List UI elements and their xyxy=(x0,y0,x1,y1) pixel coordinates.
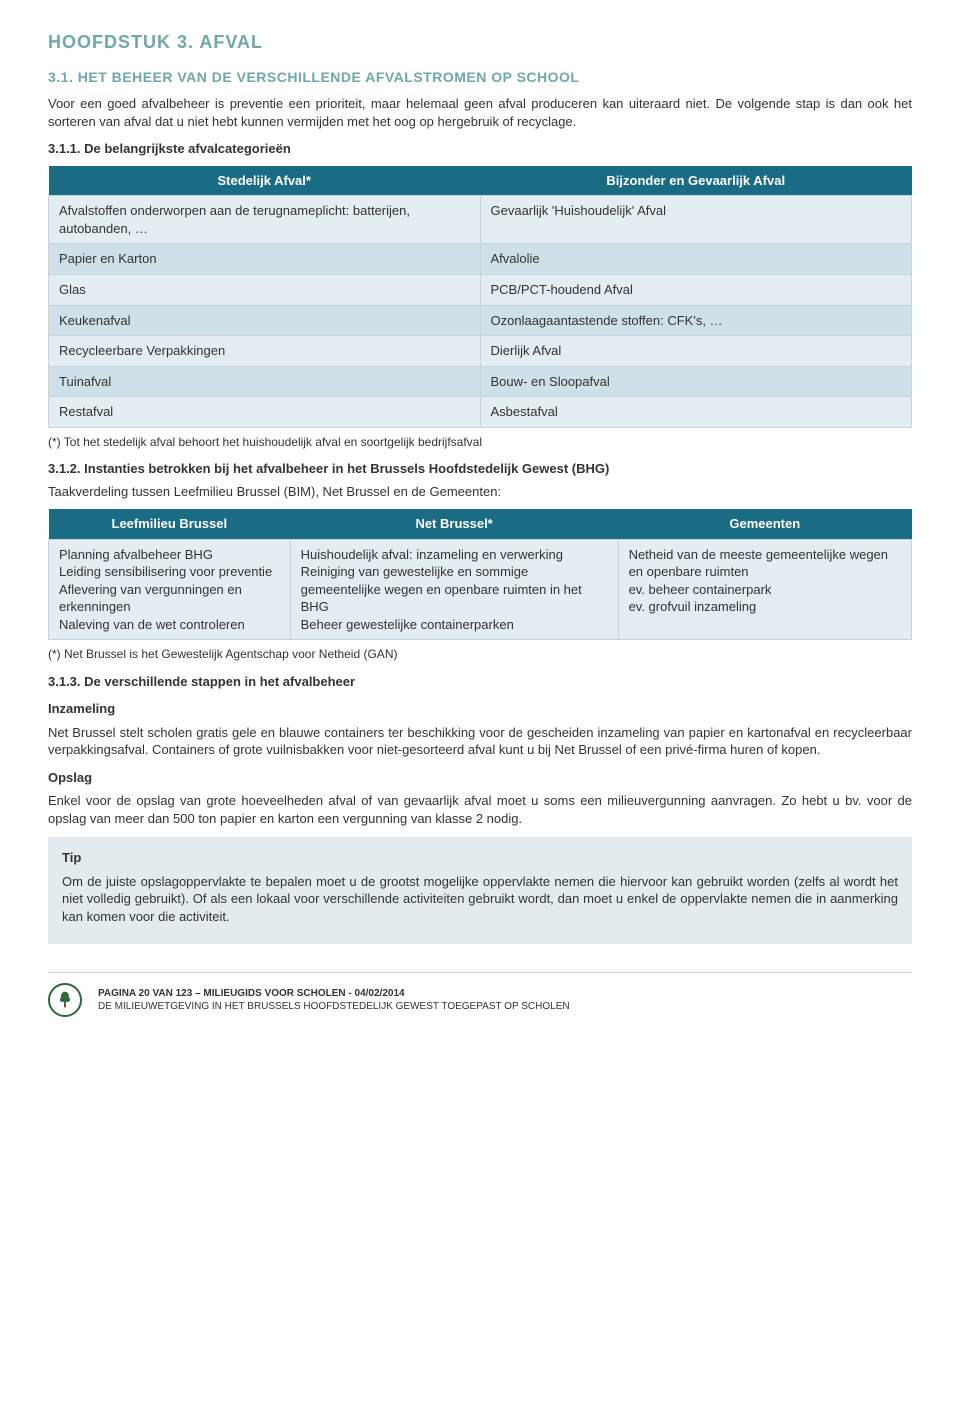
table-header-row: Leefmilieu Brussel Net Brussel* Gemeente… xyxy=(49,509,912,539)
section-3-1-1-title: 3.1.1. De belangrijkste afvalcategorieën xyxy=(48,140,912,158)
cell-leefmilieu: Planning afvalbeheer BHG Leiding sensibi… xyxy=(49,539,291,640)
cell: Asbestafval xyxy=(480,397,912,428)
table-sub-row: Afvalstoffen onderworpen aan de terugnam… xyxy=(49,196,912,244)
table2-note: (*) Net Brussel is het Gewestelijk Agent… xyxy=(48,646,912,662)
cell: Recycleerbare Verpakkingen xyxy=(49,336,481,367)
tip-text: Om de juiste opslagoppervlakte te bepale… xyxy=(62,873,898,926)
section-3-1-2-intro: Taakverdeling tussen Leefmilieu Brussel … xyxy=(48,483,912,501)
tree-logo-icon xyxy=(48,983,82,1017)
cell: Tuinafval xyxy=(49,366,481,397)
table-row: Restafval Asbestafval xyxy=(49,397,912,428)
table-row: Planning afvalbeheer BHG Leiding sensibi… xyxy=(49,539,912,640)
cell: Glas xyxy=(49,275,481,306)
th-netbrussel: Net Brussel* xyxy=(290,509,618,539)
th-bijzonder: Bijzonder en Gevaarlijk Afval xyxy=(480,166,912,196)
cell: PCB/PCT-houdend Afval xyxy=(480,275,912,306)
table-row: Glas PCB/PCT-houdend Afval xyxy=(49,275,912,306)
cell: Dierlijk Afval xyxy=(480,336,912,367)
cell: Ozonlaagaantastende stoffen: CFK's, … xyxy=(480,305,912,336)
cell-gemeenten: Netheid van de meeste gemeentelijke wege… xyxy=(618,539,911,640)
tip-heading: Tip xyxy=(62,849,898,867)
table-row: Keukenafval Ozonlaagaantastende stoffen:… xyxy=(49,305,912,336)
section-3-1-title: 3.1. HET BEHEER VAN DE VERSCHILLENDE AFV… xyxy=(48,68,912,87)
table-header-row: Stedelijk Afval* Bijzonder en Gevaarlijk… xyxy=(49,166,912,196)
opslag-heading: Opslag xyxy=(48,769,912,787)
th-stedelijk: Stedelijk Afval* xyxy=(49,166,481,196)
chapter-title: HOOFDSTUK 3. AFVAL xyxy=(48,30,912,54)
table1-note: (*) Tot het stedelijk afval behoort het … xyxy=(48,434,912,450)
section-3-1-intro: Voor een goed afvalbeheer is preventie e… xyxy=(48,95,912,130)
cell: Papier en Karton xyxy=(49,244,481,275)
th-gemeenten: Gemeenten xyxy=(618,509,911,539)
table-row: Recycleerbare Verpakkingen Dierlijk Afva… xyxy=(49,336,912,367)
table-row: Papier en Karton Afvalolie xyxy=(49,244,912,275)
section-3-1-3-title: 3.1.3. De verschillende stappen in het a… xyxy=(48,673,912,691)
cell: Restafval xyxy=(49,397,481,428)
cell-terugnameplicht: Afvalstoffen onderworpen aan de terugnam… xyxy=(49,196,481,244)
section-3-1-2-title: 3.1.2. Instanties betrokken bij het afva… xyxy=(48,460,912,478)
th-leefmilieu: Leefmilieu Brussel xyxy=(49,509,291,539)
waste-categories-table: Stedelijk Afval* Bijzonder en Gevaarlijk… xyxy=(48,166,912,428)
authorities-table: Leefmilieu Brussel Net Brussel* Gemeente… xyxy=(48,509,912,640)
footer-text: PAGINA 20 VAN 123 – MILIEUGIDS VOOR SCHO… xyxy=(98,987,570,1013)
cell-gevaarlijk-huishoudelijk: Gevaarlijk 'Huishoudelijk' Afval xyxy=(480,196,912,244)
page-footer: PAGINA 20 VAN 123 – MILIEUGIDS VOOR SCHO… xyxy=(48,973,912,1017)
opslag-text: Enkel voor de opslag van grote hoeveelhe… xyxy=(48,792,912,827)
tip-box: Tip Om de juiste opslagoppervlakte te be… xyxy=(48,837,912,943)
table-row: Tuinafval Bouw- en Sloopafval xyxy=(49,366,912,397)
inzameling-text: Net Brussel stelt scholen gratis gele en… xyxy=(48,724,912,759)
inzameling-heading: Inzameling xyxy=(48,700,912,718)
footer-line2: DE MILIEUWETGEVING IN HET BRUSSELS HOOFD… xyxy=(98,1000,570,1013)
footer-line1: PAGINA 20 VAN 123 – MILIEUGIDS VOOR SCHO… xyxy=(98,987,570,1000)
cell-netbrussel: Huishoudelijk afval: inzameling en verwe… xyxy=(290,539,618,640)
cell: Afvalolie xyxy=(480,244,912,275)
cell: Keukenafval xyxy=(49,305,481,336)
cell: Bouw- en Sloopafval xyxy=(480,366,912,397)
